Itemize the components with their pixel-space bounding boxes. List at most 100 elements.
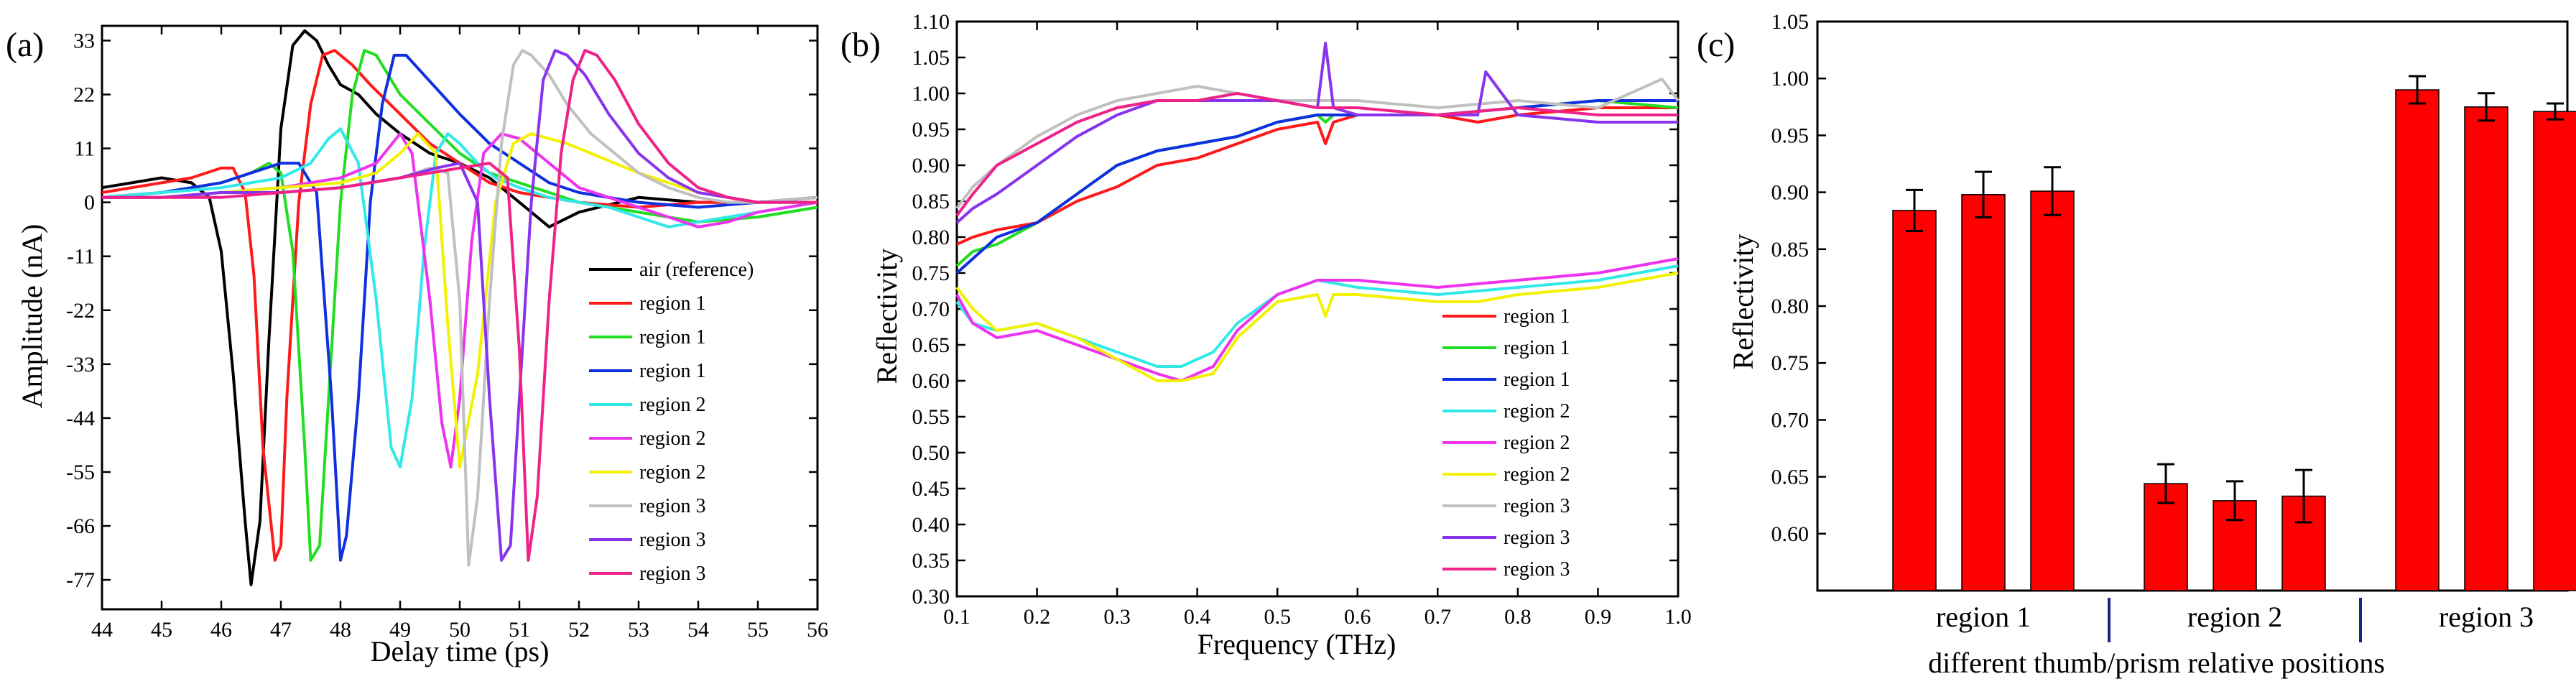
panel-b-legend-label: region 2 — [1504, 432, 1570, 454]
panel-a-xtick-label: 45 — [151, 618, 172, 642]
panel-c-ytick-label: 0.60 — [1771, 522, 1810, 546]
panel-c-ytick-label: 0.70 — [1771, 408, 1810, 432]
panel-b-ytick-label: 1.00 — [912, 82, 950, 106]
panel-a-xtick-label: 47 — [270, 618, 292, 642]
panel-c-ylabel: Reflectivity — [1727, 234, 1759, 370]
panel-b-series — [955, 42, 1680, 382]
panel-a-legend-label: region 3 — [639, 563, 706, 585]
panel-b-xtick-label: 0.3 — [1103, 605, 1131, 629]
panel-c-ytick-label: 1.00 — [1771, 67, 1810, 91]
panel-a-legend-label: region 1 — [639, 360, 706, 382]
panel-b-legend-label: region 2 — [1504, 400, 1570, 422]
panel-a-xtick-label: 48 — [330, 618, 351, 642]
panel-b-series-line — [955, 257, 1679, 382]
panel-b-ytick-label: 0.75 — [912, 262, 950, 285]
panel-c-ytick-label: 0.65 — [1771, 466, 1810, 489]
panel-a-legend-label: region 2 — [639, 394, 706, 416]
panel-a-xtick-label: 56 — [807, 618, 828, 642]
panel-c-ytick-label: 0.85 — [1771, 238, 1810, 262]
panel-b-ytick-label: 1.10 — [912, 10, 950, 34]
panel-b-xtick-label: 0.1 — [943, 605, 970, 629]
panel-a-ytick-label: 0 — [84, 191, 95, 215]
panel-b-xtick-label: 0.4 — [1184, 605, 1211, 629]
panel-b-axes: 0.1 0.2 0.3 0.4 0.5 0.6 0.7 0.8 0.9 1.0 1.10 1.05 1.… — [912, 10, 1692, 629]
panel-c-bar — [2030, 190, 2075, 591]
panel-a-ytick-label: 22 — [73, 83, 95, 107]
panel-a-series — [101, 29, 818, 586]
panel-a-legend-label: region 3 — [639, 495, 706, 517]
panel-b-xtick-label: 0.2 — [1024, 605, 1051, 629]
panel-b-legend-label: region 3 — [1504, 527, 1570, 549]
panel-a-series-line — [102, 49, 817, 562]
panel-a-xtick-label: 51 — [509, 618, 530, 642]
panel-c-xlabel: different thumb/prism relative positions — [1928, 647, 2385, 679]
panel-a-ylabel: Amplitude (nA) — [16, 224, 48, 409]
panel-a-legend-label: region 1 — [639, 326, 706, 348]
panel-a-series-line — [102, 132, 817, 469]
panel-a-ytick-label: -22 — [66, 299, 95, 323]
panel-b-series-line — [955, 92, 1678, 217]
panel-a-xtick-label: 54 — [687, 618, 709, 642]
panel-a-legend-label: region 2 — [639, 428, 706, 450]
panel-b-legend-label: region 3 — [1504, 558, 1570, 581]
panel-b-series-line — [955, 99, 1678, 274]
panel-b-ytick-label: 0.70 — [912, 297, 950, 321]
panel-b-legend-label: region 3 — [1504, 495, 1570, 517]
panel-a-ytick-label: -11 — [67, 245, 95, 269]
panel-c-bars: region 1 region 2 region 3 — [1892, 75, 2576, 642]
panel-c-ytick-label: 0.95 — [1771, 124, 1810, 147]
panel-a-xtick-label: 53 — [628, 618, 649, 642]
panel-a-legend: air (reference) region 1 region 1 region 1 r… — [589, 259, 754, 585]
panel-c-ytick-label: 0.75 — [1771, 351, 1810, 375]
panel-b-reflectivity-chart: (b) 0.1 0.2 0.3 0.4 0.5 0.6 0.7 0.8 0.9 1.0 1.10 1.… — [840, 10, 1692, 660]
panel-b-xtick-label: 0.5 — [1264, 605, 1291, 629]
panel-b-ytick-label: 0.30 — [912, 585, 950, 609]
panel-a-ytick-label: 33 — [73, 29, 95, 52]
panel-b-ytick-label: 0.60 — [912, 369, 950, 393]
panel-b-ylabel: Reflectivity — [871, 249, 903, 384]
panel-b-legend: region 1 region 1 region 1 region 2 region 2… — [1442, 305, 1570, 581]
panel-b-xtick-label: 0.6 — [1344, 605, 1371, 629]
panel-a-legend-label: air (reference) — [639, 259, 754, 281]
panel-b-ytick-label: 0.50 — [912, 441, 950, 465]
panel-a-amplitude-chart: (a) 44 45 46 47 48 49 50 51 52 53 54 55 56 33 22 11 0 -11… — [6, 24, 828, 667]
panel-b-xtick-label: 1.0 — [1664, 605, 1692, 629]
panel-b-series-line — [955, 42, 1678, 224]
panel-b-ytick-label: 0.95 — [912, 118, 950, 142]
panel-b-ytick-label: 0.65 — [912, 333, 950, 357]
panel-a-ytick-label: -44 — [66, 407, 95, 430]
panel-a-ytick-label: -33 — [66, 353, 95, 376]
panel-a-xtick-label: 46 — [210, 618, 232, 642]
panel-b-xtick-label: 0.9 — [1585, 605, 1612, 629]
panel-c-ytick-label: 1.05 — [1771, 10, 1810, 34]
panel-a-xtick-label: 55 — [747, 618, 769, 642]
panel-c-bar-chart: (c) 1.05 1.00 0.95 0.90 0.85 0.80 0.75 0.70 0.65… — [1697, 10, 2576, 679]
panel-a-xtick-label: 44 — [91, 618, 113, 642]
panel-b-ytick-label: 0.45 — [912, 477, 950, 501]
panel-c-ytick-label: 0.90 — [1771, 181, 1810, 205]
panel-b-legend-label: region 1 — [1504, 369, 1570, 391]
panel-c-bar — [2533, 111, 2576, 591]
panel-b-ytick-label: 0.35 — [912, 549, 950, 573]
panel-b-ytick-label: 1.05 — [912, 46, 950, 70]
panel-c-category-label: region 1 — [1936, 601, 2031, 633]
panel-a-ytick-label: -55 — [66, 461, 95, 484]
panel-b-legend-label: region 1 — [1504, 337, 1570, 359]
panel-c-category-label: region 2 — [2187, 601, 2282, 633]
panel-a-axes: 44 45 46 47 48 49 50 51 52 53 54 55 56 33 22 11 0 -11 -22 -… — [66, 24, 828, 642]
panel-b-ytick-label: 0.40 — [912, 513, 950, 537]
panel-a-label: (a) — [6, 26, 44, 64]
panel-c-category-label: region 3 — [2439, 601, 2534, 633]
panel-b-ytick-label: 0.80 — [912, 226, 950, 249]
panel-a-xtick-label: 50 — [449, 618, 471, 642]
panel-a-legend-label: region 2 — [639, 461, 706, 484]
panel-b-xtick-label: 0.8 — [1504, 605, 1532, 629]
panel-c-bar — [1961, 194, 2006, 591]
panel-c-ytick-label: 0.80 — [1771, 295, 1810, 318]
panel-c-bar — [2464, 106, 2508, 591]
panel-b-ytick-label: 0.85 — [912, 190, 950, 213]
panel-c-bar — [2395, 89, 2440, 591]
panel-b-xlabel: Frequency (THz) — [1197, 628, 1396, 660]
panel-a-ytick-label: 11 — [74, 137, 95, 161]
